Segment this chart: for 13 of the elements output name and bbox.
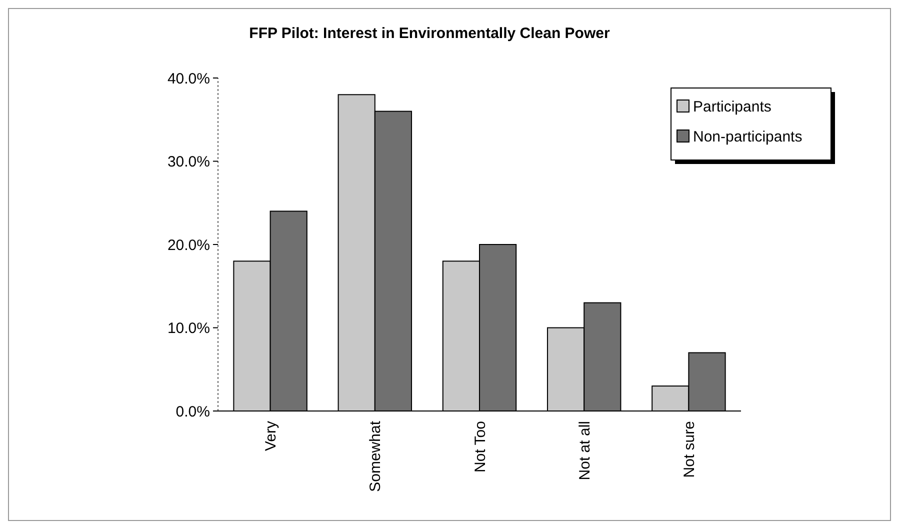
y-tick-label: 10.0%: [167, 320, 210, 337]
y-tick-label: 40.0%: [167, 70, 210, 88]
y-tick-label: 30.0%: [167, 154, 210, 170]
legend-label: Non-participants: [693, 128, 802, 146]
y-tick-label: 20.0%: [167, 236, 210, 254]
x-tick-label: Not at all: [576, 421, 594, 480]
x-tick-label: Not Too: [472, 421, 489, 472]
x-tick-label: Somewhat: [367, 420, 384, 492]
chart-title: FFP Pilot: Interest in Environmentally Clean Power: [249, 25, 610, 42]
x-tick-label: Not sure: [680, 421, 698, 478]
x-tick-label: Very: [262, 420, 280, 452]
legend-label: Participants: [693, 98, 772, 116]
y-tick-label: 0.0%: [176, 403, 210, 420]
